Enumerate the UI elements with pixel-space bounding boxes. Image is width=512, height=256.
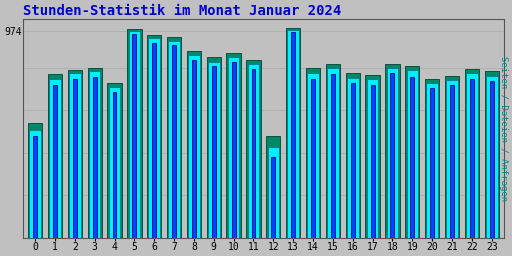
Bar bbox=[366, 75, 380, 238]
Bar bbox=[133, 34, 136, 238]
Bar bbox=[306, 68, 320, 238]
Bar bbox=[212, 66, 216, 238]
Bar bbox=[68, 70, 82, 238]
Bar bbox=[251, 69, 255, 238]
Bar bbox=[266, 136, 281, 238]
Bar bbox=[127, 29, 141, 238]
Bar bbox=[108, 83, 122, 238]
Bar bbox=[33, 136, 37, 238]
Bar bbox=[187, 51, 201, 238]
Bar bbox=[231, 62, 236, 238]
Bar bbox=[172, 45, 176, 238]
Bar bbox=[73, 79, 77, 238]
Bar bbox=[450, 85, 454, 238]
Bar bbox=[53, 85, 57, 238]
Bar bbox=[152, 43, 156, 238]
Bar bbox=[168, 40, 180, 238]
Bar bbox=[405, 66, 419, 238]
Bar bbox=[93, 77, 97, 238]
Bar bbox=[28, 123, 42, 238]
Bar bbox=[192, 60, 196, 238]
Bar bbox=[426, 83, 438, 238]
Bar bbox=[147, 35, 161, 238]
Bar bbox=[89, 71, 100, 238]
Bar bbox=[425, 79, 439, 238]
Bar bbox=[407, 70, 418, 238]
Bar bbox=[311, 79, 315, 238]
Bar bbox=[470, 79, 474, 238]
Bar bbox=[148, 38, 160, 238]
Bar bbox=[410, 77, 414, 238]
Bar bbox=[445, 76, 459, 238]
Bar bbox=[88, 68, 102, 238]
Bar bbox=[326, 64, 340, 238]
Bar bbox=[490, 81, 494, 238]
Bar bbox=[387, 68, 398, 238]
Bar bbox=[486, 76, 498, 238]
Bar bbox=[271, 157, 275, 238]
Bar bbox=[446, 80, 458, 238]
Bar bbox=[465, 69, 479, 238]
Bar bbox=[291, 32, 295, 238]
Bar bbox=[331, 74, 335, 238]
Bar bbox=[371, 85, 375, 238]
Bar bbox=[129, 31, 140, 238]
Bar bbox=[188, 55, 200, 238]
Bar bbox=[208, 62, 220, 238]
Bar bbox=[228, 58, 240, 238]
Bar bbox=[207, 58, 221, 238]
Bar bbox=[466, 73, 478, 238]
Bar bbox=[109, 87, 120, 238]
Bar bbox=[391, 73, 394, 238]
Bar bbox=[226, 53, 241, 238]
Bar bbox=[351, 82, 355, 238]
Bar bbox=[484, 71, 499, 238]
Bar bbox=[29, 130, 41, 238]
Bar bbox=[386, 64, 400, 238]
Bar bbox=[49, 79, 61, 238]
Y-axis label: Seiten / Dateien / Anfragen: Seiten / Dateien / Anfragen bbox=[499, 56, 508, 201]
Bar bbox=[327, 68, 338, 238]
Bar bbox=[286, 28, 301, 238]
Bar bbox=[367, 79, 378, 238]
Text: Stunden-Statistik im Monat Januar 2024: Stunden-Statistik im Monat Januar 2024 bbox=[23, 4, 342, 18]
Bar bbox=[113, 92, 117, 238]
Bar bbox=[246, 60, 261, 238]
Bar bbox=[48, 74, 62, 238]
Bar bbox=[287, 30, 299, 238]
Bar bbox=[307, 73, 319, 238]
Bar bbox=[430, 88, 434, 238]
Bar bbox=[268, 146, 279, 238]
Bar bbox=[69, 73, 80, 238]
Bar bbox=[167, 37, 181, 238]
Bar bbox=[248, 64, 259, 238]
Bar bbox=[346, 73, 360, 238]
Bar bbox=[347, 78, 358, 238]
